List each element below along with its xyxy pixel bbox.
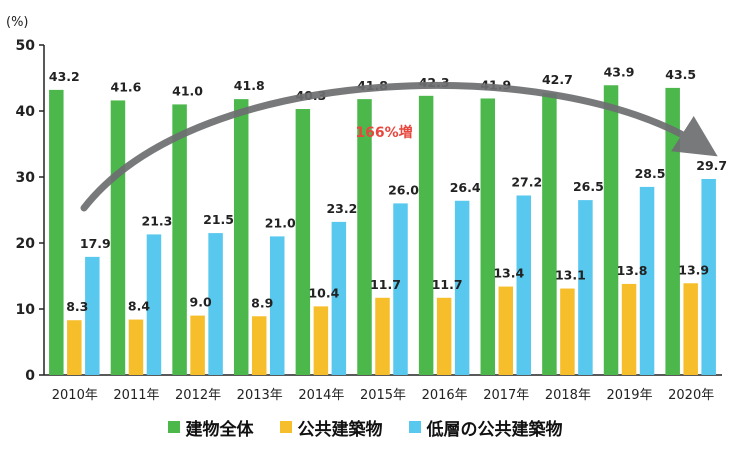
legend-label-total: 建物全体 (185, 419, 254, 440)
x-tick-label: 2017年 (483, 388, 529, 403)
x-tick-label: 2016年 (422, 388, 468, 403)
legend-swatch-public (279, 421, 292, 433)
x-tick-label: 2011年 (113, 388, 159, 403)
bar-total (295, 109, 311, 376)
x-tick-label: 2014年 (298, 388, 344, 403)
axes: (%) 0 10 20 30 40 50 2010年 2011年 2012年 2013年 2014年 2… (6, 15, 722, 403)
x-tick-label: 2015年 (360, 388, 406, 403)
legend-swatch-lowrise (408, 421, 421, 433)
data-label: 13.8 (617, 263, 648, 278)
bar-total (418, 95, 434, 375)
data-label: 11.7 (432, 277, 463, 292)
bar-lowrise (331, 221, 347, 375)
bar-total (172, 104, 187, 376)
data-label: 29.7 (696, 158, 727, 173)
bar-total (49, 89, 64, 375)
bar-public (128, 319, 144, 375)
y-tick-label: 0 (25, 368, 35, 384)
bar-lowrise (639, 186, 655, 375)
legend-label-public: 公共建築物 (297, 419, 383, 440)
trend-overlay: 166%増 (80, 82, 718, 212)
data-label: 13.4 (493, 266, 524, 281)
bars (49, 85, 716, 376)
bar-public (375, 297, 390, 375)
data-label: 13.9 (678, 262, 709, 277)
bar-total (480, 98, 496, 376)
bar-lowrise (146, 234, 162, 375)
y-tick-label: 30 (16, 170, 36, 186)
x-tick-label: 2012年 (175, 388, 221, 403)
x-tick-label: 2013年 (237, 388, 283, 403)
data-label: 8.4 (128, 299, 150, 314)
x-tick-label: 2010年 (52, 388, 98, 403)
data-label: 9.0 (190, 295, 212, 310)
data-label: 10.4 (308, 285, 339, 300)
data-label: 42.7 (542, 72, 573, 87)
bar-public (621, 283, 637, 375)
data-label: 41.8 (234, 78, 265, 93)
data-label: 13.1 (555, 268, 586, 283)
data-label: 41.6 (111, 79, 142, 94)
data-label: 41.0 (172, 83, 203, 98)
trend-arrow (80, 82, 718, 212)
bar-total (603, 85, 619, 375)
bar-lowrise (516, 195, 532, 375)
x-tick-label: 2018年 (545, 388, 591, 403)
y-unit-label: (%) (6, 15, 29, 30)
bar-public (683, 283, 698, 375)
data-label: 43.9 (604, 64, 635, 79)
growth-annotation: 166%増 (355, 124, 412, 141)
x-tick-label: 2020年 (668, 388, 714, 403)
y-tick-label: 40 (16, 104, 36, 120)
data-label: 27.2 (511, 174, 542, 189)
x-tick-label: 2019年 (606, 388, 652, 403)
y-tick-label: 20 (16, 236, 36, 252)
bar-lowrise (393, 203, 408, 375)
bar-lowrise (208, 233, 223, 375)
bar-public (498, 286, 514, 375)
data-label: 43.5 (665, 67, 696, 82)
legend-item-total: 建物全体 (167, 415, 254, 440)
bar-public (313, 306, 329, 375)
bar-public (190, 315, 205, 375)
bar-public (560, 288, 575, 375)
y-tick-label: 50 (16, 38, 36, 54)
bar-lowrise (85, 256, 100, 375)
data-label: 21.3 (142, 213, 173, 228)
data-label: 11.7 (370, 277, 401, 292)
bar-chart: (%) 0 10 20 30 40 50 2010年 2011年 2012年 2013年 2014年 2… (6, 15, 727, 403)
bar-total (542, 93, 557, 376)
bar-total (110, 100, 126, 375)
data-label: 23.2 (326, 201, 357, 216)
data-label: 21.0 (265, 215, 296, 230)
bar-total (233, 99, 249, 376)
bar-public (436, 297, 452, 375)
legend-label-lowrise: 低層の公共建築物 (426, 419, 563, 440)
bar-lowrise (269, 236, 285, 375)
bar-total (357, 99, 372, 376)
data-label: 26.4 (450, 180, 481, 195)
data-label: 43.2 (49, 69, 80, 84)
legend: 建物全体 公共建築物 低層の公共建築物 (0, 412, 730, 442)
legend-item-lowrise: 低層の公共建築物 (408, 415, 563, 440)
bar-total (665, 87, 680, 376)
data-label: 21.5 (203, 212, 234, 227)
bar-public (251, 316, 267, 375)
bar-lowrise (454, 200, 470, 375)
data-label: 28.5 (635, 166, 666, 181)
data-label: 26.5 (573, 179, 604, 194)
y-tick-label: 10 (16, 302, 36, 318)
data-label: 8.3 (66, 299, 88, 314)
data-label: 8.9 (251, 295, 273, 310)
bar-lowrise (578, 200, 593, 375)
legend-swatch-total (167, 421, 180, 433)
legend-item-public: 公共建築物 (279, 415, 383, 440)
data-label: 17.9 (80, 236, 111, 251)
bar-lowrise (701, 178, 716, 375)
data-label: 26.0 (388, 182, 419, 197)
bar-public (67, 320, 82, 375)
